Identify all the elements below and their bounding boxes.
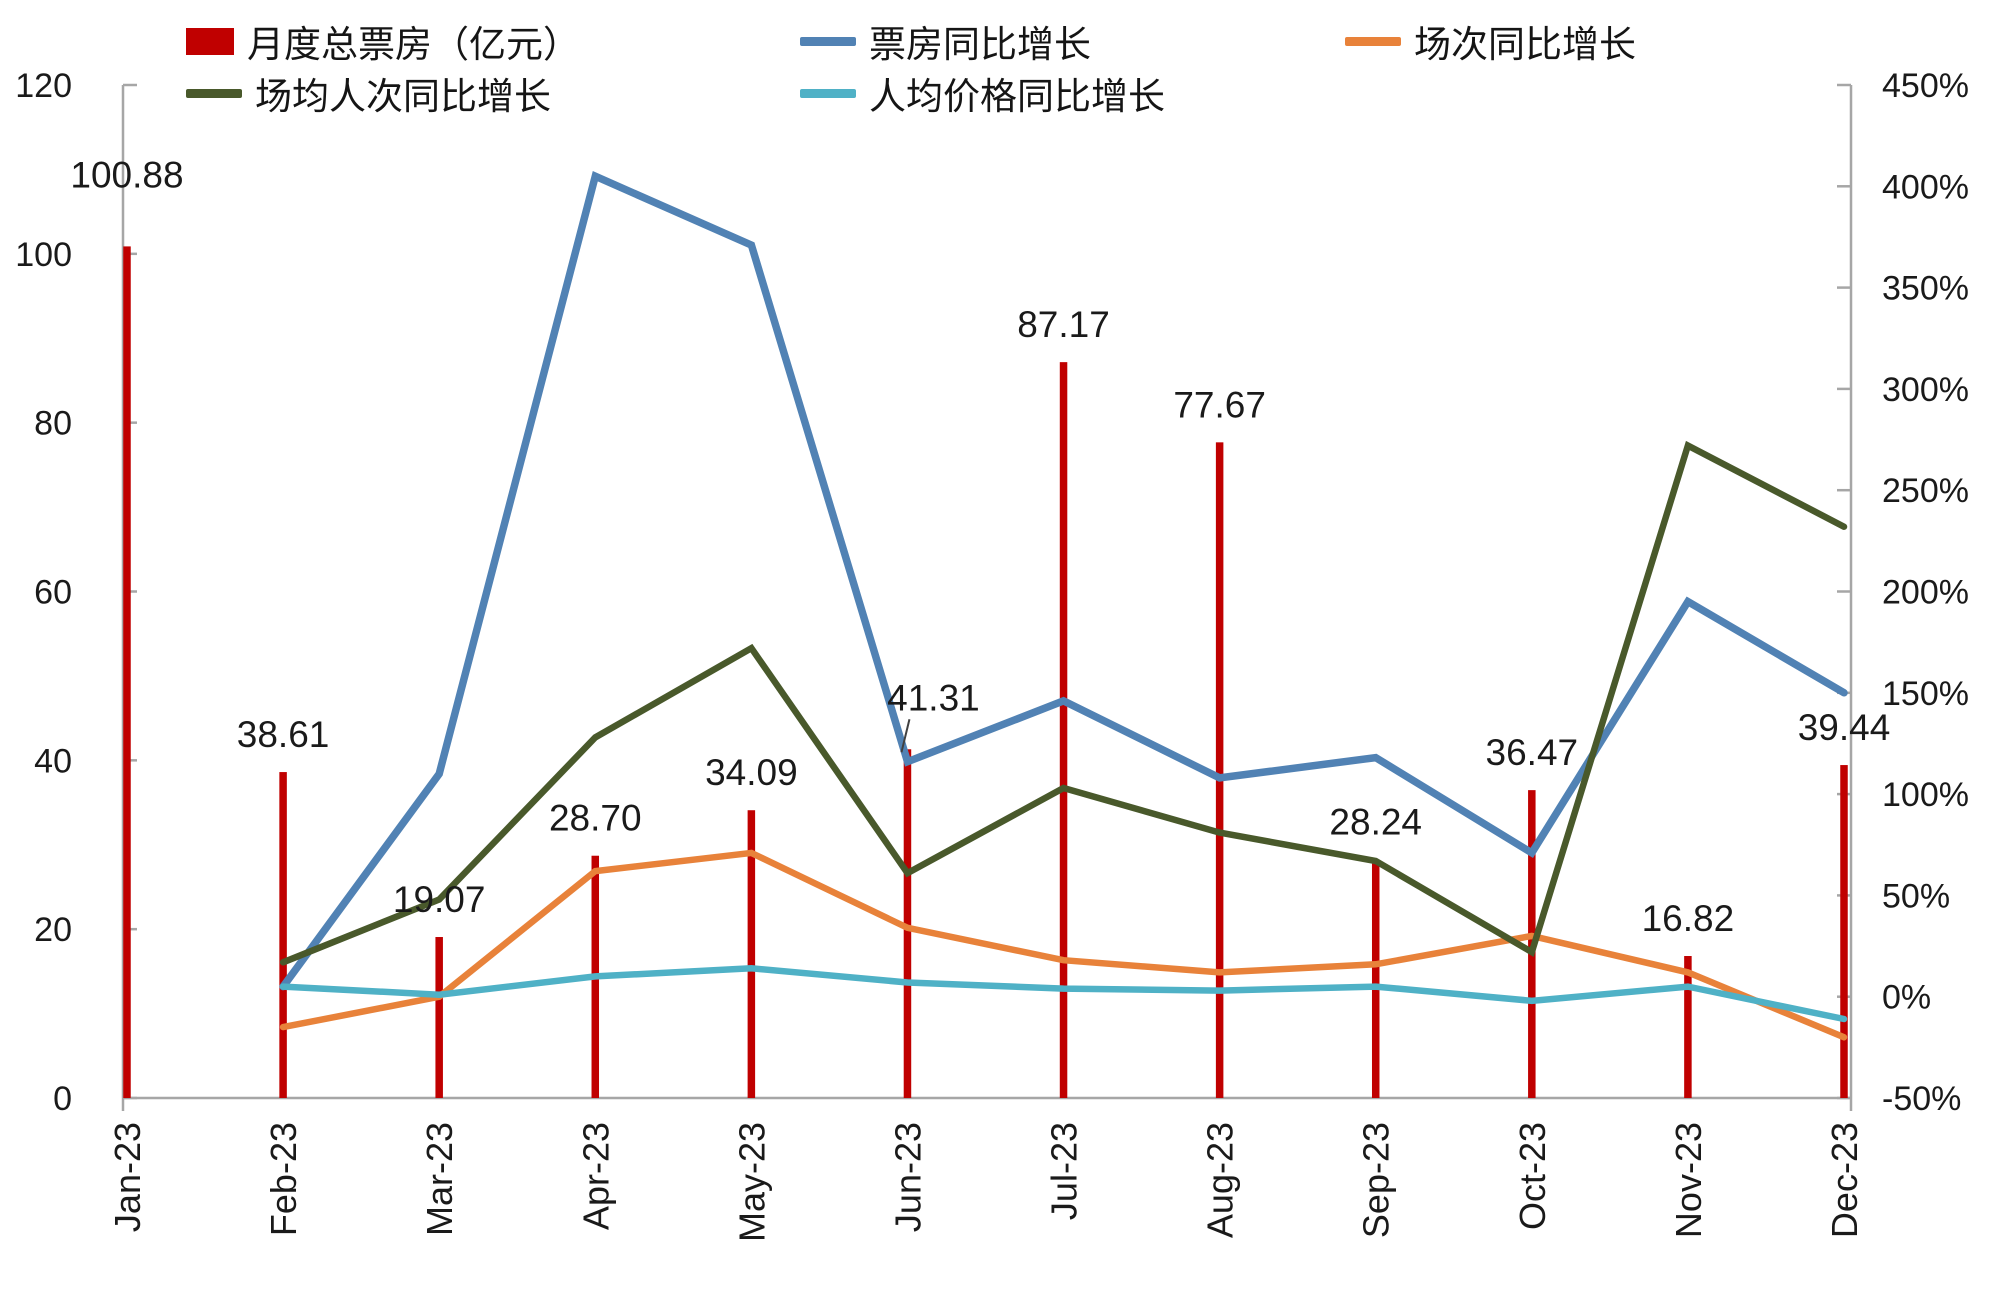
bar-Sep-23 (1371, 859, 1380, 1098)
x-axis-tick-label: May-23 (731, 1122, 772, 1242)
line-avg-price-yoy (279, 965, 1848, 1023)
y-axis-tick-label: 20 (34, 911, 72, 949)
y2-axis-tick-label: 350% (1882, 270, 1969, 308)
y2-axis-tick-label: 50% (1882, 877, 1950, 915)
x-axis-tick-label: Dec-23 (1824, 1122, 1865, 1238)
bar-value-label: 41.31 (887, 677, 980, 718)
x-axis-tick-label: Jan-23 (107, 1122, 148, 1232)
bar-Feb-23 (279, 772, 287, 1098)
legend-item-attendance-yoy: 场均人次同比增长 (186, 66, 551, 120)
legend-label: 人均价格同比增长 (869, 76, 1165, 117)
y2-axis-tick-label: 150% (1882, 675, 1969, 713)
bar-Aug-23 (1215, 442, 1224, 1098)
x-axis-tick-label: Oct-23 (1512, 1122, 1553, 1230)
y2-axis-tick-label: 100% (1882, 776, 1969, 814)
x-axis-tick-label: Nov-23 (1668, 1122, 1709, 1238)
y-axis-tick-label: 0 (53, 1080, 72, 1118)
x-axis-tick-label: Sep-23 (1356, 1122, 1397, 1238)
bar-value-label: 16.82 (1642, 898, 1735, 939)
y-axis-tick-label: 40 (34, 742, 72, 780)
bar-value-label: 34.09 (705, 752, 798, 793)
chart-legend: 月度总票房（亿元） 票房同比增长 场次同比增长 场均人次同比增长 人均价格同比增… (0, 0, 2000, 130)
x-axis-tick-label: Jun-23 (887, 1122, 928, 1232)
bar-swatch-icon (186, 27, 234, 55)
legend-label: 场均人次同比增长 (255, 76, 551, 117)
label-leader-line (900, 719, 911, 753)
y-axis-tick-label: 100 (15, 236, 72, 274)
x-axis-tick-label: Apr-23 (575, 1122, 616, 1230)
bar-value-label: 39.44 (1798, 707, 1891, 748)
y-axis-tick-label: 120 (15, 67, 72, 105)
line-box-office-yoy (279, 170, 1848, 991)
legend-label: 票房同比增长 (869, 24, 1091, 65)
bar-May-23 (747, 810, 756, 1098)
bar-Jan-23 (123, 246, 131, 1098)
bar-value-label: 87.17 (1017, 304, 1110, 345)
x-axis-tick-label: Feb-23 (263, 1122, 304, 1236)
line-swatch-icon (1345, 36, 1401, 46)
bar-Jul-23 (1059, 362, 1068, 1099)
line-attendance-per-screening-yoy (279, 440, 1848, 966)
bar-value-label: 38.61 (237, 714, 330, 755)
bar-Mar-23 (435, 937, 443, 1098)
line-swatch-icon (800, 36, 856, 46)
y2-axis-tick-label: 400% (1882, 168, 1969, 206)
x-axis-tick-label: Mar-23 (419, 1122, 460, 1236)
bar-value-label: 19.07 (393, 879, 486, 920)
y2-axis-tick-label: 200% (1882, 574, 1969, 612)
y2-axis-tick-label: 0% (1882, 979, 1931, 1017)
line-swatch-icon (800, 88, 856, 98)
y-axis-tick-label: 80 (34, 405, 72, 443)
bar-value-label: 28.70 (549, 798, 642, 839)
y2-axis-tick-label: 300% (1882, 371, 1969, 409)
x-axis-tick-label: Aug-23 (1200, 1122, 1241, 1238)
bar-Jun-23 (903, 749, 912, 1098)
line-screenings-yoy (279, 849, 1848, 1041)
legend-label: 场次同比增长 (1414, 24, 1636, 65)
legend-label: 月度总票房（亿元） (247, 24, 580, 65)
bar-value-label: 28.24 (1329, 802, 1422, 843)
line-swatch-icon (186, 88, 242, 98)
bar-value-label: 36.47 (1486, 732, 1579, 773)
bar-value-label: 100.88 (70, 154, 183, 195)
y-axis-tick-label: 60 (34, 574, 72, 612)
legend-item-avg-price-yoy: 人均价格同比增长 (800, 66, 1165, 120)
x-axis-tick-label: Jul-23 (1044, 1122, 1085, 1220)
y2-axis-tick-label: 450% (1882, 67, 1969, 105)
bar-Dec-23 (1840, 765, 1848, 1098)
bar-value-label: 77.67 (1173, 384, 1266, 425)
y2-axis-tick-label: -50% (1882, 1080, 1961, 1118)
bar-Nov-23 (1684, 956, 1692, 1098)
y2-axis-tick-label: 250% (1882, 472, 1969, 510)
legend-item-screenings-yoy: 场次同比增长 (1345, 14, 1636, 68)
legend-item-box-office-yoy: 票房同比增长 (800, 14, 1091, 68)
legend-item-monthly-box-office: 月度总票房（亿元） (186, 14, 580, 68)
